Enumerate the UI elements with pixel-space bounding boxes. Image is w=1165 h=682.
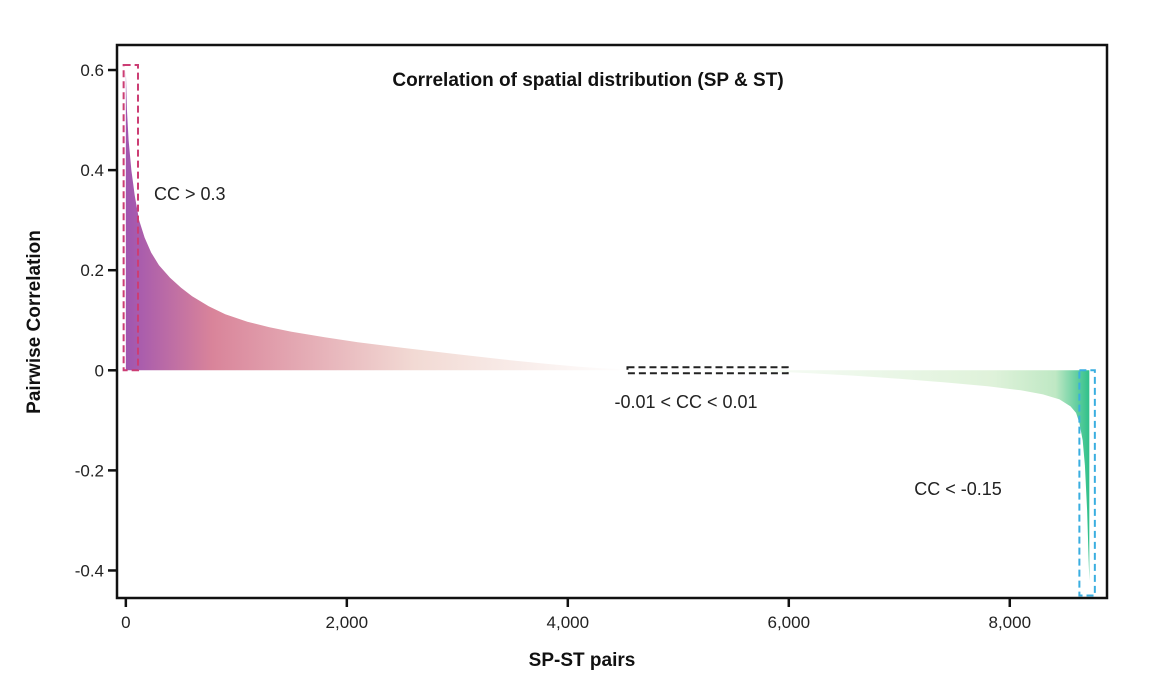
annotation-label-3: CC < -0.15 (914, 479, 1002, 499)
x-tick-label: 8,000 (988, 613, 1031, 632)
axis-layer: 0.6 0.4 0.2 0 -0.2 -0.4 0 2,000 4,000 6,000 8,000 (75, 61, 1031, 632)
x-axis-title: SP-ST pairs (529, 650, 636, 671)
correlation-area-series (125, 70, 1090, 581)
annotation-label-2: -0.01 < CC < 0.01 (614, 392, 757, 412)
y-tick-label: 0 (95, 361, 104, 380)
y-tick-label: 0.4 (80, 161, 104, 180)
annotation-box-3 (1078, 369, 1096, 597)
y-tick-label: 0.2 (80, 261, 104, 280)
annotation-label-1: CC > 0.3 (154, 184, 226, 204)
x-tick-label: 6,000 (768, 613, 811, 632)
x-tick-label: 2,000 (326, 613, 369, 632)
y-axis-title: Pairwise Correlation (24, 230, 45, 414)
area-layer (125, 70, 1090, 581)
x-tick-label: 4,000 (547, 613, 590, 632)
chart-title: Correlation of spatial distribution (SP … (392, 70, 783, 91)
y-tick-label: -0.2 (75, 461, 104, 480)
annotation-box-1 (122, 64, 139, 372)
y-tick-label: 0.6 (80, 61, 104, 80)
y-tick-label: -0.4 (75, 561, 104, 580)
plot-frame (115, 43, 1109, 600)
annotation-box-2 (626, 366, 789, 375)
x-tick-label: 0 (121, 613, 130, 632)
annotation-layer: CC > 0.3 -0.01 < CC < 0.01 CC < -0.15 (122, 64, 1096, 597)
